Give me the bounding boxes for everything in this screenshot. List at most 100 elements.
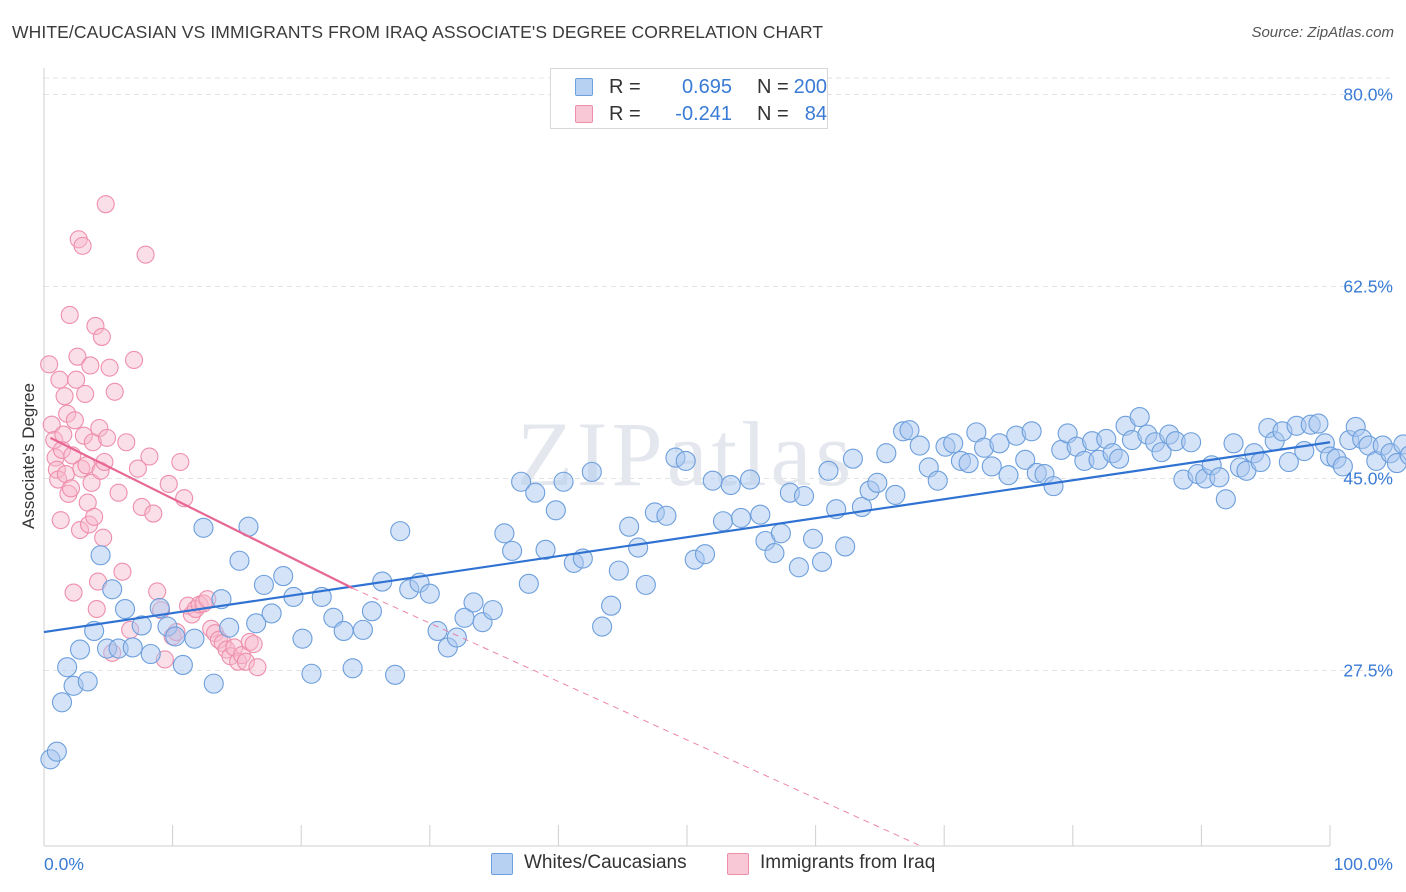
iraq-point: [109, 483, 128, 502]
whites-point: [172, 654, 193, 676]
iraq-point: [148, 582, 167, 601]
legend-swatch-blue: [575, 78, 593, 96]
whites-point: [545, 500, 566, 521]
whites-point: [427, 620, 448, 642]
whites-point: [1021, 421, 1042, 442]
whites-point: [764, 543, 785, 564]
iraq-point: [61, 479, 81, 498]
y-tick-label: 27.5%: [1343, 660, 1393, 680]
iraq-point: [140, 447, 159, 466]
whites-point: [1215, 489, 1236, 510]
iraq-point: [94, 528, 113, 547]
iraq-point: [113, 562, 132, 581]
whites-point: [77, 671, 98, 692]
whites-trend-line: [43, 441, 1331, 634]
whites-point: [518, 573, 539, 594]
legend-r-value: -0.241: [675, 103, 732, 125]
whites-point: [292, 628, 313, 649]
whites-point: [390, 521, 411, 542]
whites-point: [246, 613, 267, 634]
whites-point: [203, 673, 224, 694]
legend-swatch-pink: [575, 105, 593, 123]
iraq-point: [92, 327, 111, 346]
iraq-point: [50, 370, 69, 389]
chart-title: WHITE/CAUCASIAN VS IMMIGRANTS FROM IRAQ …: [12, 22, 824, 42]
iraq-point: [144, 504, 163, 523]
whites-point: [712, 511, 734, 532]
whites-point: [535, 539, 556, 560]
y-tick-label: 80.0%: [1343, 84, 1393, 104]
whites-point: [122, 637, 143, 658]
whites-point: [835, 536, 856, 557]
legend-n-label: N =: [757, 103, 789, 125]
whites-point: [46, 741, 67, 762]
whites-point: [385, 664, 406, 685]
whites-point: [842, 448, 863, 469]
whites-point: [943, 433, 964, 454]
whites-point: [635, 574, 656, 595]
whites-point: [361, 601, 382, 622]
iraq-point: [86, 316, 105, 336]
whites-point: [494, 523, 515, 544]
whites-point: [342, 658, 363, 679]
whites-point: [140, 643, 161, 665]
iraq-point: [81, 356, 100, 375]
whites-point: [981, 456, 1002, 477]
whites-point: [730, 507, 752, 529]
iraq-point: [55, 387, 74, 406]
bottom-legend-label: Immigrants from Iraq: [760, 852, 936, 873]
iraq-trend-line: [49, 436, 354, 590]
iraq-point: [100, 358, 119, 377]
whites-point: [1151, 442, 1172, 463]
tick-labels: 80.0% 62.5% 45.0% 27.5% 0.0% 100.0%: [44, 84, 1393, 874]
whites-point: [102, 579, 123, 600]
iraq-point: [72, 459, 91, 478]
whites-point: [958, 453, 979, 474]
iraq-point: [159, 474, 178, 493]
whites-point: [739, 469, 761, 490]
whites-point: [211, 589, 232, 610]
whites-point: [229, 550, 250, 571]
whites-point: [811, 551, 833, 572]
legend-r-label: R =: [609, 76, 641, 98]
whites-point: [867, 472, 888, 493]
whites-point: [885, 484, 906, 505]
whites-point: [51, 692, 73, 713]
iraq-trend-extension: [352, 587, 919, 846]
whites-point: [69, 639, 91, 660]
legend-r-value: 0.695: [681, 76, 732, 98]
iraq-point: [90, 418, 109, 438]
iraq-point: [67, 370, 86, 389]
correlation-legend: R = 0.695 N = 200 R = -0.241 N = 84: [550, 68, 828, 129]
iraq-point: [73, 236, 92, 255]
whites-point: [876, 443, 897, 464]
iraq-point: [248, 658, 267, 677]
whites-point: [511, 471, 532, 492]
iraq-point: [87, 599, 106, 619]
whites-point: [419, 583, 440, 604]
whites-point: [1015, 449, 1036, 470]
whites-point: [998, 465, 1019, 486]
whites-point: [601, 595, 622, 616]
whites-point: [702, 470, 723, 491]
whites-point: [463, 592, 484, 613]
whites-point: [750, 504, 771, 525]
whites-point: [114, 598, 136, 620]
whites-point: [165, 626, 186, 647]
iraq-point: [58, 404, 77, 423]
iraq-point: [171, 452, 190, 472]
iraq-point: [60, 305, 79, 325]
iraq-point: [68, 347, 87, 366]
iraq-point: [76, 384, 95, 404]
source-label: Source: ZipAtlas.com: [1251, 24, 1394, 41]
whites-point: [323, 607, 344, 628]
grid-lines: [44, 77, 1394, 671]
iraq-point: [64, 583, 83, 602]
iraq-point: [244, 635, 263, 654]
x-tick-label-max: 100.0%: [1334, 854, 1393, 874]
whites-point: [1129, 406, 1150, 428]
whites-point: [1250, 451, 1271, 473]
whites-point: [1308, 413, 1329, 434]
axes: [43, 68, 1331, 847]
whites-point: [184, 628, 205, 649]
